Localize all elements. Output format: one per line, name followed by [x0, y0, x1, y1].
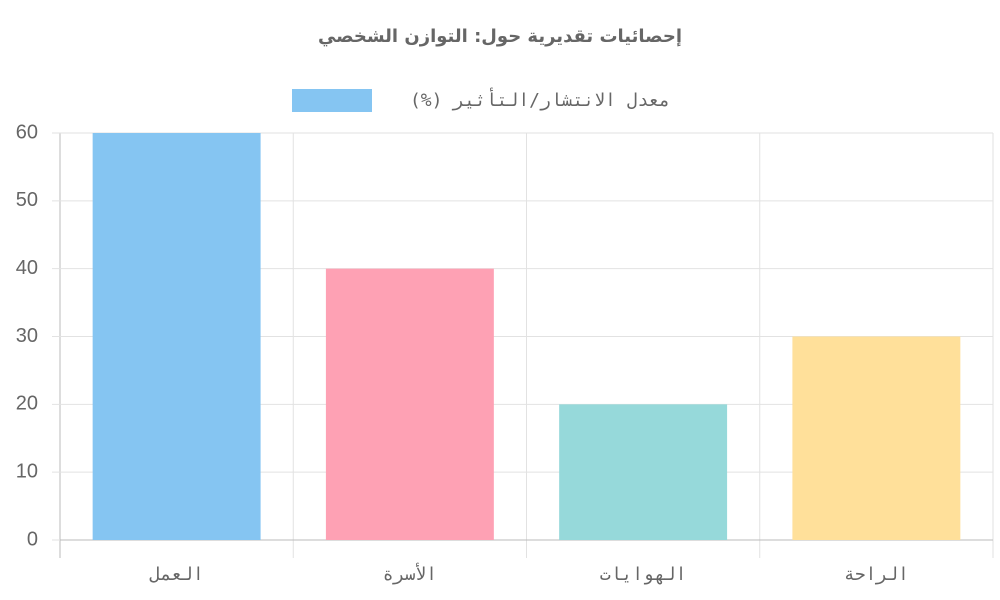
x-tick-label: الأسرة: [383, 563, 437, 585]
y-tick-label: 20: [16, 393, 38, 415]
bar: [559, 404, 728, 540]
y-tick-label: 60: [16, 121, 38, 143]
y-tick-label: 40: [16, 257, 38, 279]
y-tick-label: 50: [16, 189, 38, 211]
bar: [792, 336, 961, 540]
x-tick-label: الهوايات: [600, 564, 687, 585]
chart-title: إحصائيات تقديرية حول: التوازن الشخصي: [318, 26, 682, 47]
x-tick-label: الراحة: [844, 564, 909, 585]
bar: [92, 133, 261, 540]
legend-label: معدل الانتشار/التأثير (%): [410, 87, 670, 111]
y-tick-label: 10: [16, 460, 38, 482]
bar: [325, 268, 494, 540]
legend-swatch: [292, 89, 372, 112]
y-tick-label: 30: [16, 325, 38, 347]
y-tick-label: 0: [27, 528, 38, 550]
x-tick-label: العمل: [150, 564, 204, 585]
